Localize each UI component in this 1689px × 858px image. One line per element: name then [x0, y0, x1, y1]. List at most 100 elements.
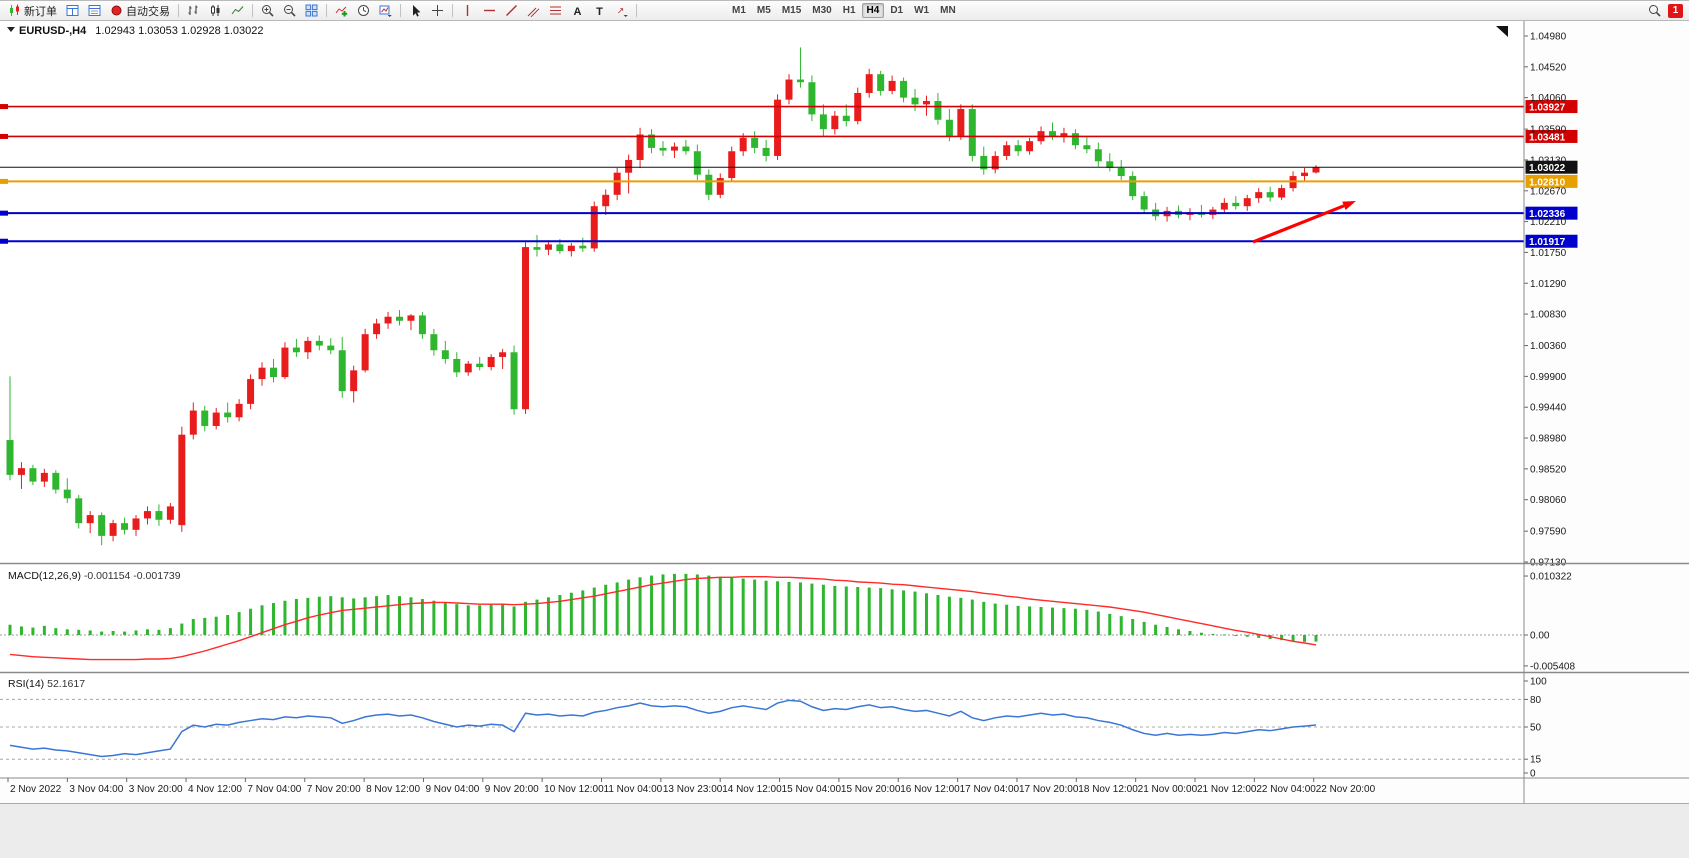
- search-button[interactable]: [1644, 1, 1665, 20]
- autotrade-button[interactable]: 自动交易: [106, 1, 174, 20]
- candle-body: [1301, 172, 1309, 177]
- time-tick-label: 3 Nov 04:00: [69, 784, 123, 795]
- data-window-button[interactable]: [84, 1, 105, 20]
- macd-bar: [88, 630, 92, 635]
- timeframe-m15[interactable]: M15: [781, 5, 802, 16]
- macd-bar: [569, 592, 573, 635]
- candle-body: [796, 79, 804, 83]
- macd-bar: [1005, 604, 1009, 635]
- candle-body: [522, 247, 530, 410]
- candle-body: [945, 119, 953, 136]
- timeframe-mn[interactable]: MN: [940, 5, 956, 16]
- timeframe-m1[interactable]: M1: [732, 5, 746, 16]
- line-left-marker: [0, 104, 8, 110]
- time-tick-label: 7 Nov 20:00: [307, 784, 361, 795]
- price-tick-label: 1.03130: [1530, 155, 1567, 166]
- toolbar-separator: [326, 4, 327, 17]
- arrows-icon: ↗: [615, 4, 628, 17]
- templates-button[interactable]: [375, 1, 396, 20]
- time-tick-label: 22 Nov 04:00: [1256, 784, 1316, 795]
- macd-bar: [890, 589, 894, 635]
- line-left-marker: [0, 210, 8, 216]
- timeframe-m30[interactable]: M30: [812, 5, 832, 16]
- macd-bar: [54, 628, 58, 635]
- time-scale[interactable]: [0, 778, 1689, 803]
- candle-body: [1232, 202, 1240, 207]
- price-tick-label: 1.04060: [1530, 93, 1567, 104]
- candle-body: [224, 412, 232, 418]
- vertical-line-button[interactable]: [457, 1, 478, 20]
- timeframe-m5[interactable]: M5: [756, 5, 771, 16]
- price-tick-label: 1.02210: [1530, 217, 1567, 228]
- toolbar-separator: [636, 4, 637, 17]
- text-label-button[interactable]: T: [589, 1, 610, 20]
- macd-bar: [1257, 635, 1261, 638]
- macd-bar: [1199, 632, 1203, 635]
- horizontal-line-button[interactable]: [479, 1, 500, 20]
- candle-body: [1071, 133, 1079, 146]
- text-button[interactable]: A: [567, 1, 588, 20]
- bar-chart-type-button[interactable]: [183, 1, 204, 20]
- line-left-marker: [0, 178, 8, 184]
- channel-button[interactable]: [523, 1, 544, 20]
- rsi-tick-label: 100: [1530, 677, 1547, 688]
- candle-body: [957, 109, 965, 136]
- macd-tick-label: -0.005408: [1530, 661, 1575, 672]
- periods-button[interactable]: [353, 1, 374, 20]
- trendline-button[interactable]: [501, 1, 522, 20]
- cursor-icon: [409, 4, 422, 17]
- zoom-in-button[interactable]: [257, 1, 278, 20]
- arrows-button[interactable]: ↗: [611, 1, 632, 20]
- autotrade-icon: [110, 4, 123, 17]
- one-click-toggle-icon[interactable]: [7, 27, 15, 32]
- trend-arrow[interactable]: [1252, 204, 1345, 244]
- new-order-button[interactable]: 新订单: [4, 1, 61, 20]
- cursor-button[interactable]: [405, 1, 426, 20]
- fibonacci-button[interactable]: [545, 1, 566, 20]
- macd-bar: [615, 582, 619, 635]
- timeframe-d1[interactable]: D1: [890, 5, 904, 16]
- rsi-line: [9, 699, 1317, 758]
- chart-plot-background: [0, 21, 1689, 778]
- candle-body: [1278, 188, 1286, 198]
- candle-body: [670, 146, 678, 151]
- price-scale[interactable]: [1524, 21, 1689, 778]
- line-chart-type-button[interactable]: [227, 1, 248, 20]
- macd-bar: [947, 596, 951, 635]
- zoom-out-button[interactable]: [279, 1, 300, 20]
- macd-bar: [100, 631, 104, 635]
- candle-body: [934, 100, 942, 120]
- time-tick-label: 9 Nov 04:00: [425, 784, 479, 795]
- macd-bar: [1314, 635, 1318, 642]
- candle-body: [728, 151, 736, 179]
- time-tick-label: 22 Nov 20:00: [1316, 784, 1376, 795]
- timeframe-h4[interactable]: H4: [861, 3, 885, 18]
- candle-body: [281, 347, 289, 378]
- candle-body: [63, 489, 71, 499]
- macd-bar: [604, 584, 608, 635]
- notification-badge[interactable]: 1: [1668, 3, 1683, 18]
- market-watch-button[interactable]: [62, 1, 83, 20]
- macd-bar: [1096, 611, 1100, 635]
- chart-shift-marker[interactable]: [1496, 26, 1508, 37]
- candle-body: [567, 245, 575, 252]
- macd-bar: [627, 579, 631, 635]
- candlestick-chart-type-button[interactable]: [205, 1, 226, 20]
- macd-bar: [867, 587, 871, 635]
- timeframe-h1[interactable]: H1: [842, 5, 856, 16]
- price-tick-label: 1.03590: [1530, 125, 1567, 136]
- time-tick-label: 21 Nov 12:00: [1197, 784, 1257, 795]
- macd-bar: [145, 629, 149, 635]
- tile-windows-button[interactable]: [301, 1, 322, 20]
- indicators-button[interactable]: [331, 1, 352, 20]
- macd-bar: [546, 597, 550, 635]
- candle-body: [441, 350, 449, 359]
- macd-bar: [684, 573, 688, 635]
- candle-body: [716, 178, 724, 195]
- timeframe-w1[interactable]: W1: [914, 5, 930, 16]
- macd-label: MACD(12,26,9) -0.001154 -0.001739: [8, 570, 181, 582]
- macd-bar: [764, 580, 768, 635]
- crosshair-button[interactable]: [427, 1, 448, 20]
- macd-bar: [1211, 633, 1215, 635]
